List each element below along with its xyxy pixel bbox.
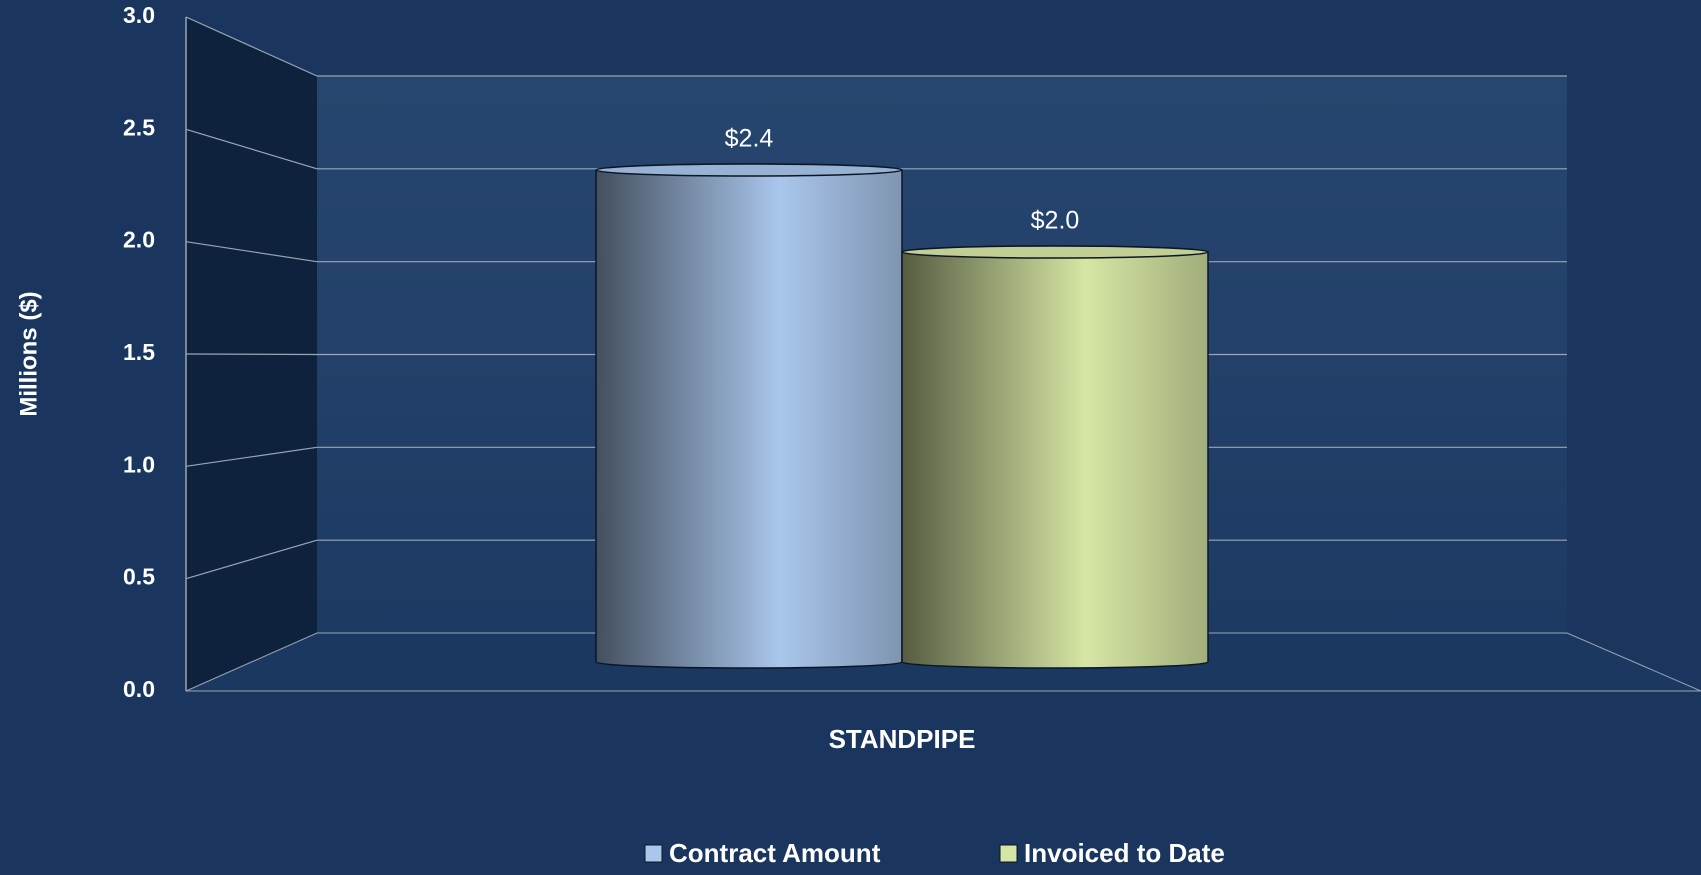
y-tick-label: 2.5 [123,114,155,140]
x-tick-label: STANDPIPE [829,724,976,754]
y-tick-label: 1.0 [123,451,155,477]
legend: Contract Amount Invoiced to Date [644,838,1225,868]
bar-top [901,245,1209,259]
y-tick-label: 2.0 [123,227,155,253]
grid-line [185,128,318,170]
grid-line [185,446,318,467]
legend-swatch [999,844,1018,863]
data-label: $2.0 [1031,207,1080,235]
y-tick-label: 1.5 [123,339,155,365]
bar-top [595,163,903,177]
grid-line [185,353,318,356]
y-tick-label: 0.5 [123,564,155,590]
y-tick-label: 3.0 [123,2,155,28]
y-tick-label: 0.0 [123,676,155,702]
bar [595,163,903,669]
grid-line [185,241,318,263]
bar [901,245,1209,669]
y-axis-label: Millions ($) [15,291,42,416]
legend-swatch [644,844,663,863]
data-label: $2.4 [725,125,774,153]
legend-label: Contract Amount [669,838,881,868]
grid-line [185,16,318,77]
grid-line [185,539,318,580]
legend-label: Invoiced to Date [1024,838,1225,868]
